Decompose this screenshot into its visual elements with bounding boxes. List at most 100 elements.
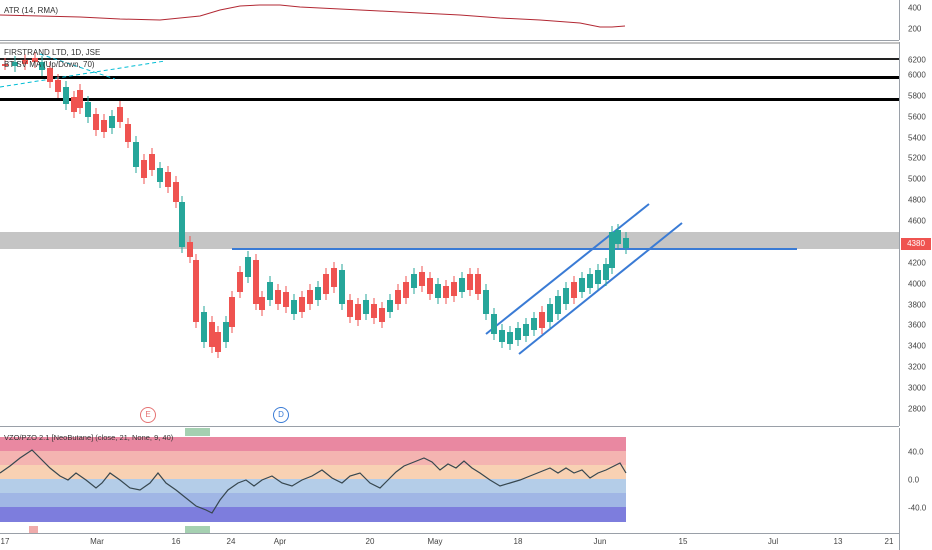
candle-body (609, 232, 615, 268)
oscillator-chart (0, 428, 627, 533)
candle-body (267, 282, 273, 300)
axis-corner (899, 533, 932, 550)
atr-pane[interactable]: ATR (14, RMA) (0, 0, 899, 41)
candle-body (499, 330, 505, 342)
candle-body (467, 274, 473, 290)
candle-body (419, 272, 425, 286)
candle-body (157, 168, 163, 182)
candle-body (133, 142, 139, 167)
time-highlight-earnings (29, 526, 38, 533)
osc-band-overbought (0, 451, 626, 465)
oscillator-axis[interactable]: 40.0 0.0 -40.0 (899, 428, 932, 533)
candle-body (215, 332, 221, 352)
time-label: 15 (678, 537, 688, 546)
candle-body (555, 296, 561, 314)
atr-price-axis[interactable]: 400 200 (899, 0, 932, 40)
atr-line (0, 4, 626, 28)
time-label: 17 (0, 537, 10, 546)
osc-tick: -40.0 (908, 503, 927, 513)
price-tick: 4600 (908, 216, 926, 226)
candle-body (32, 58, 38, 62)
candle-body (379, 308, 385, 322)
price-tick: 4000 (908, 279, 926, 289)
time-label: Jun (593, 537, 607, 546)
candle-body (173, 182, 179, 202)
oscillator-title[interactable]: VZO/PZO 2.1 [NeoButane] (close, 21, None… (4, 433, 174, 442)
atr-tick: 200 (908, 24, 922, 34)
price-chart (0, 42, 899, 358)
price-tick: 6200 (908, 55, 926, 65)
oscillator-line (0, 449, 627, 514)
candle-body (515, 328, 521, 340)
candle-body (201, 312, 207, 342)
time-axis[interactable]: 17 Mar 16 24 Apr 20 May 18 Jun 15 Jul 13… (0, 533, 899, 550)
time-label: 18 (513, 537, 523, 546)
price-tick: 6000 (908, 70, 926, 80)
candle-body (229, 297, 235, 327)
candle-body (571, 282, 577, 298)
candle-body (307, 290, 313, 304)
dividend-event-marker[interactable]: D (273, 407, 289, 423)
time-label: 13 (833, 537, 843, 546)
price-tick: 5200 (908, 153, 926, 163)
candle-body (55, 80, 61, 92)
oscillator-pane[interactable]: VZO/PZO 2.1 [NeoButane] (close, 21, None… (0, 428, 899, 534)
candle-body (595, 270, 601, 284)
candle-body (141, 160, 147, 178)
main-chart-pane[interactable]: FIRSTRAND LTD, 1D, JSE BT SV MA (Up/Down… (0, 42, 899, 427)
horizontal-line-5780 (0, 98, 899, 101)
main-price-axis[interactable]: 6200 6000 5800 5600 5400 5200 5000 4800 … (899, 42, 932, 426)
osc-band-lower-neutral (0, 479, 626, 493)
candle-body (323, 274, 329, 294)
time-highlight-dividend-bottom (185, 526, 210, 533)
candle-body (101, 120, 107, 132)
osc-band-oversold (0, 493, 626, 507)
candle-body (315, 287, 321, 300)
atr-tick: 400 (908, 3, 922, 13)
candle-body (547, 304, 553, 322)
candle-body (179, 202, 185, 247)
atr-title: ATR (14, RMA) (4, 6, 59, 15)
candle-body (291, 300, 297, 314)
candle-body (371, 304, 377, 318)
candle-body (563, 288, 569, 304)
candle-body (411, 274, 417, 288)
candle-body (387, 300, 393, 312)
channel-upper-line (485, 203, 650, 335)
candle-body (39, 62, 45, 70)
earnings-event-marker[interactable]: E (140, 407, 156, 423)
candle-body (22, 60, 28, 64)
symbol-legend[interactable]: FIRSTRAND LTD, 1D, JSE (4, 48, 101, 57)
candle-body (2, 64, 8, 66)
time-label: May (427, 537, 443, 546)
price-tick: 3600 (908, 320, 926, 330)
indicator-legend[interactable]: BT SV MA (Up/Down, 70) (4, 60, 95, 69)
osc-band-overbought-high (0, 437, 626, 451)
candle-body (223, 322, 229, 342)
osc-tick: 0.0 (908, 475, 920, 485)
candle-body (443, 286, 449, 298)
candle-body (125, 124, 131, 142)
osc-band-oversold-low (0, 507, 626, 522)
atr-chart (0, 4, 626, 28)
candle-body (237, 272, 243, 292)
price-tick: 4200 (908, 258, 926, 268)
price-tick: 3000 (908, 383, 926, 393)
price-tick: 2800 (908, 404, 926, 414)
osc-tick: 40.0 (908, 447, 924, 457)
resistance-zone (0, 232, 899, 249)
candle-body (117, 107, 123, 122)
time-label: 20 (365, 537, 375, 546)
horizontal-line-6100 (0, 58, 899, 60)
candle-body (187, 242, 193, 257)
last-price-badge: 4380 (901, 238, 931, 250)
candle-body (47, 68, 53, 82)
candle-body (615, 230, 621, 244)
candle-body (193, 260, 199, 322)
price-tick: 5000 (908, 174, 926, 184)
candle-body (403, 282, 409, 298)
candle-body (77, 90, 83, 108)
candle-body (483, 290, 489, 314)
candle-body (579, 278, 585, 292)
time-label: 21 (884, 537, 894, 546)
